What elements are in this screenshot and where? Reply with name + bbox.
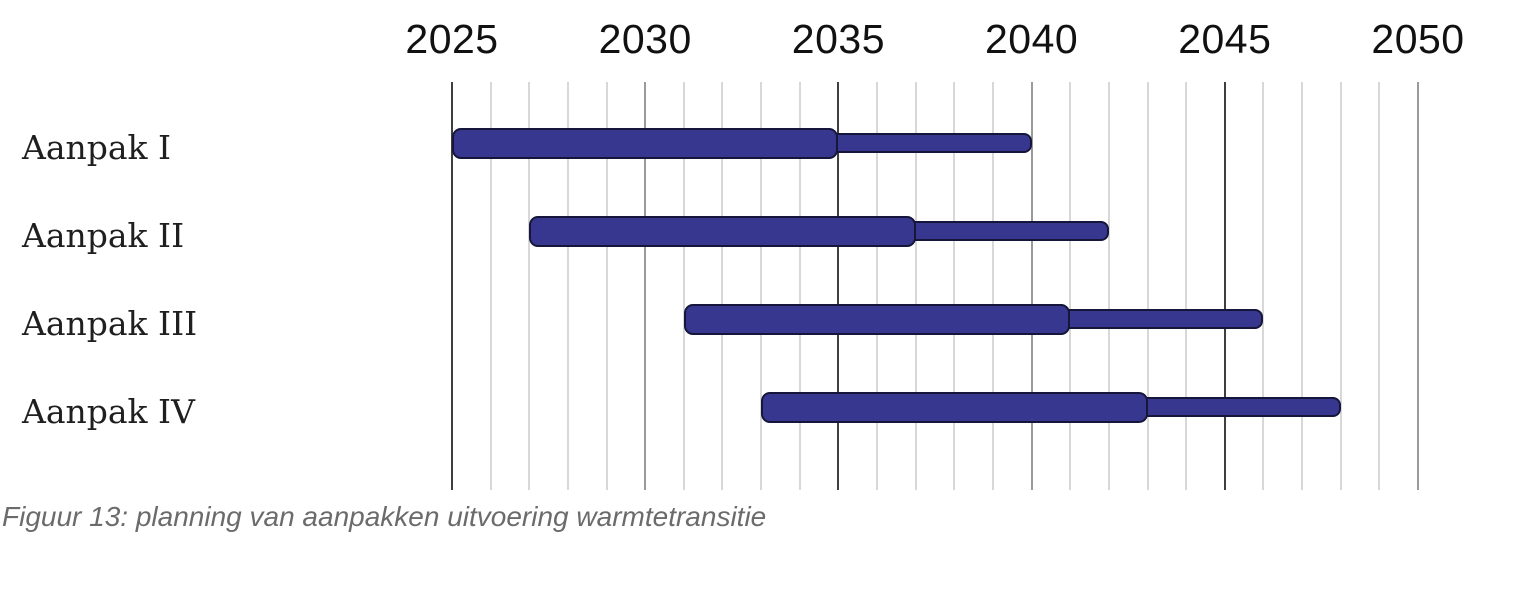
x-tick-label-2050: 2050 xyxy=(1371,16,1465,62)
x-tick-label-2025: 2025 xyxy=(405,16,499,62)
gridline-2025 xyxy=(451,82,453,490)
bar-core-1 xyxy=(452,127,839,159)
x-tick-label-2035: 2035 xyxy=(791,16,885,62)
gridline-2028 xyxy=(566,82,569,490)
gridline-2046 xyxy=(1262,82,1265,490)
gridline-2026 xyxy=(489,82,492,490)
gridline-2029 xyxy=(605,82,608,490)
bar-extension-1 xyxy=(828,133,1032,153)
x-tick-label-2040: 2040 xyxy=(984,16,1079,62)
gridline-2049 xyxy=(1378,82,1381,490)
gridline-2044 xyxy=(1185,82,1188,490)
gridline-2043 xyxy=(1146,82,1149,490)
gridline-2033 xyxy=(760,82,763,490)
x-tick-label-2045: 2045 xyxy=(1178,16,1272,62)
gridline-2027 xyxy=(528,82,531,490)
gantt-chart: 2025 2030 2035 2040 2045 2050 Aanpak I Aanpak … xyxy=(22,16,1465,490)
row-label-1: Aanpak I xyxy=(22,128,172,167)
bar-extension-3 xyxy=(1060,309,1264,329)
gridline-2042 xyxy=(1107,82,1110,490)
figure-caption: Figuur 13: planning van aanpakken uitvoe… xyxy=(2,501,767,532)
gridline-2036 xyxy=(876,82,879,490)
gridline-2034 xyxy=(798,82,801,490)
gridline-2040 xyxy=(1030,82,1033,490)
bar-core-3 xyxy=(683,303,1071,335)
gridline-2050 xyxy=(1417,82,1419,490)
gridline-2031 xyxy=(682,82,685,490)
gridline-2038 xyxy=(953,82,956,490)
gridline-2037 xyxy=(914,82,917,490)
bar-core-4 xyxy=(761,391,1148,423)
row-label-4: Aanpak IV xyxy=(22,392,195,431)
gridline-2039 xyxy=(991,82,994,490)
x-tick-label-2030: 2030 xyxy=(598,16,692,62)
gridline-2032 xyxy=(721,82,724,490)
bar-extension-4 xyxy=(1137,397,1341,417)
gridline-2041 xyxy=(1069,82,1072,490)
bar-extension-2 xyxy=(905,221,1109,241)
gridline-2045 xyxy=(1223,82,1226,490)
gridline-2035 xyxy=(837,82,840,490)
row-label-3: Aanpak III xyxy=(22,304,198,343)
gridline-2048 xyxy=(1339,82,1342,490)
bar-core-2 xyxy=(529,215,916,247)
gridline-2047 xyxy=(1301,82,1304,490)
gridline-2030 xyxy=(644,82,647,490)
row-label-2: Aanpak II xyxy=(22,216,185,255)
